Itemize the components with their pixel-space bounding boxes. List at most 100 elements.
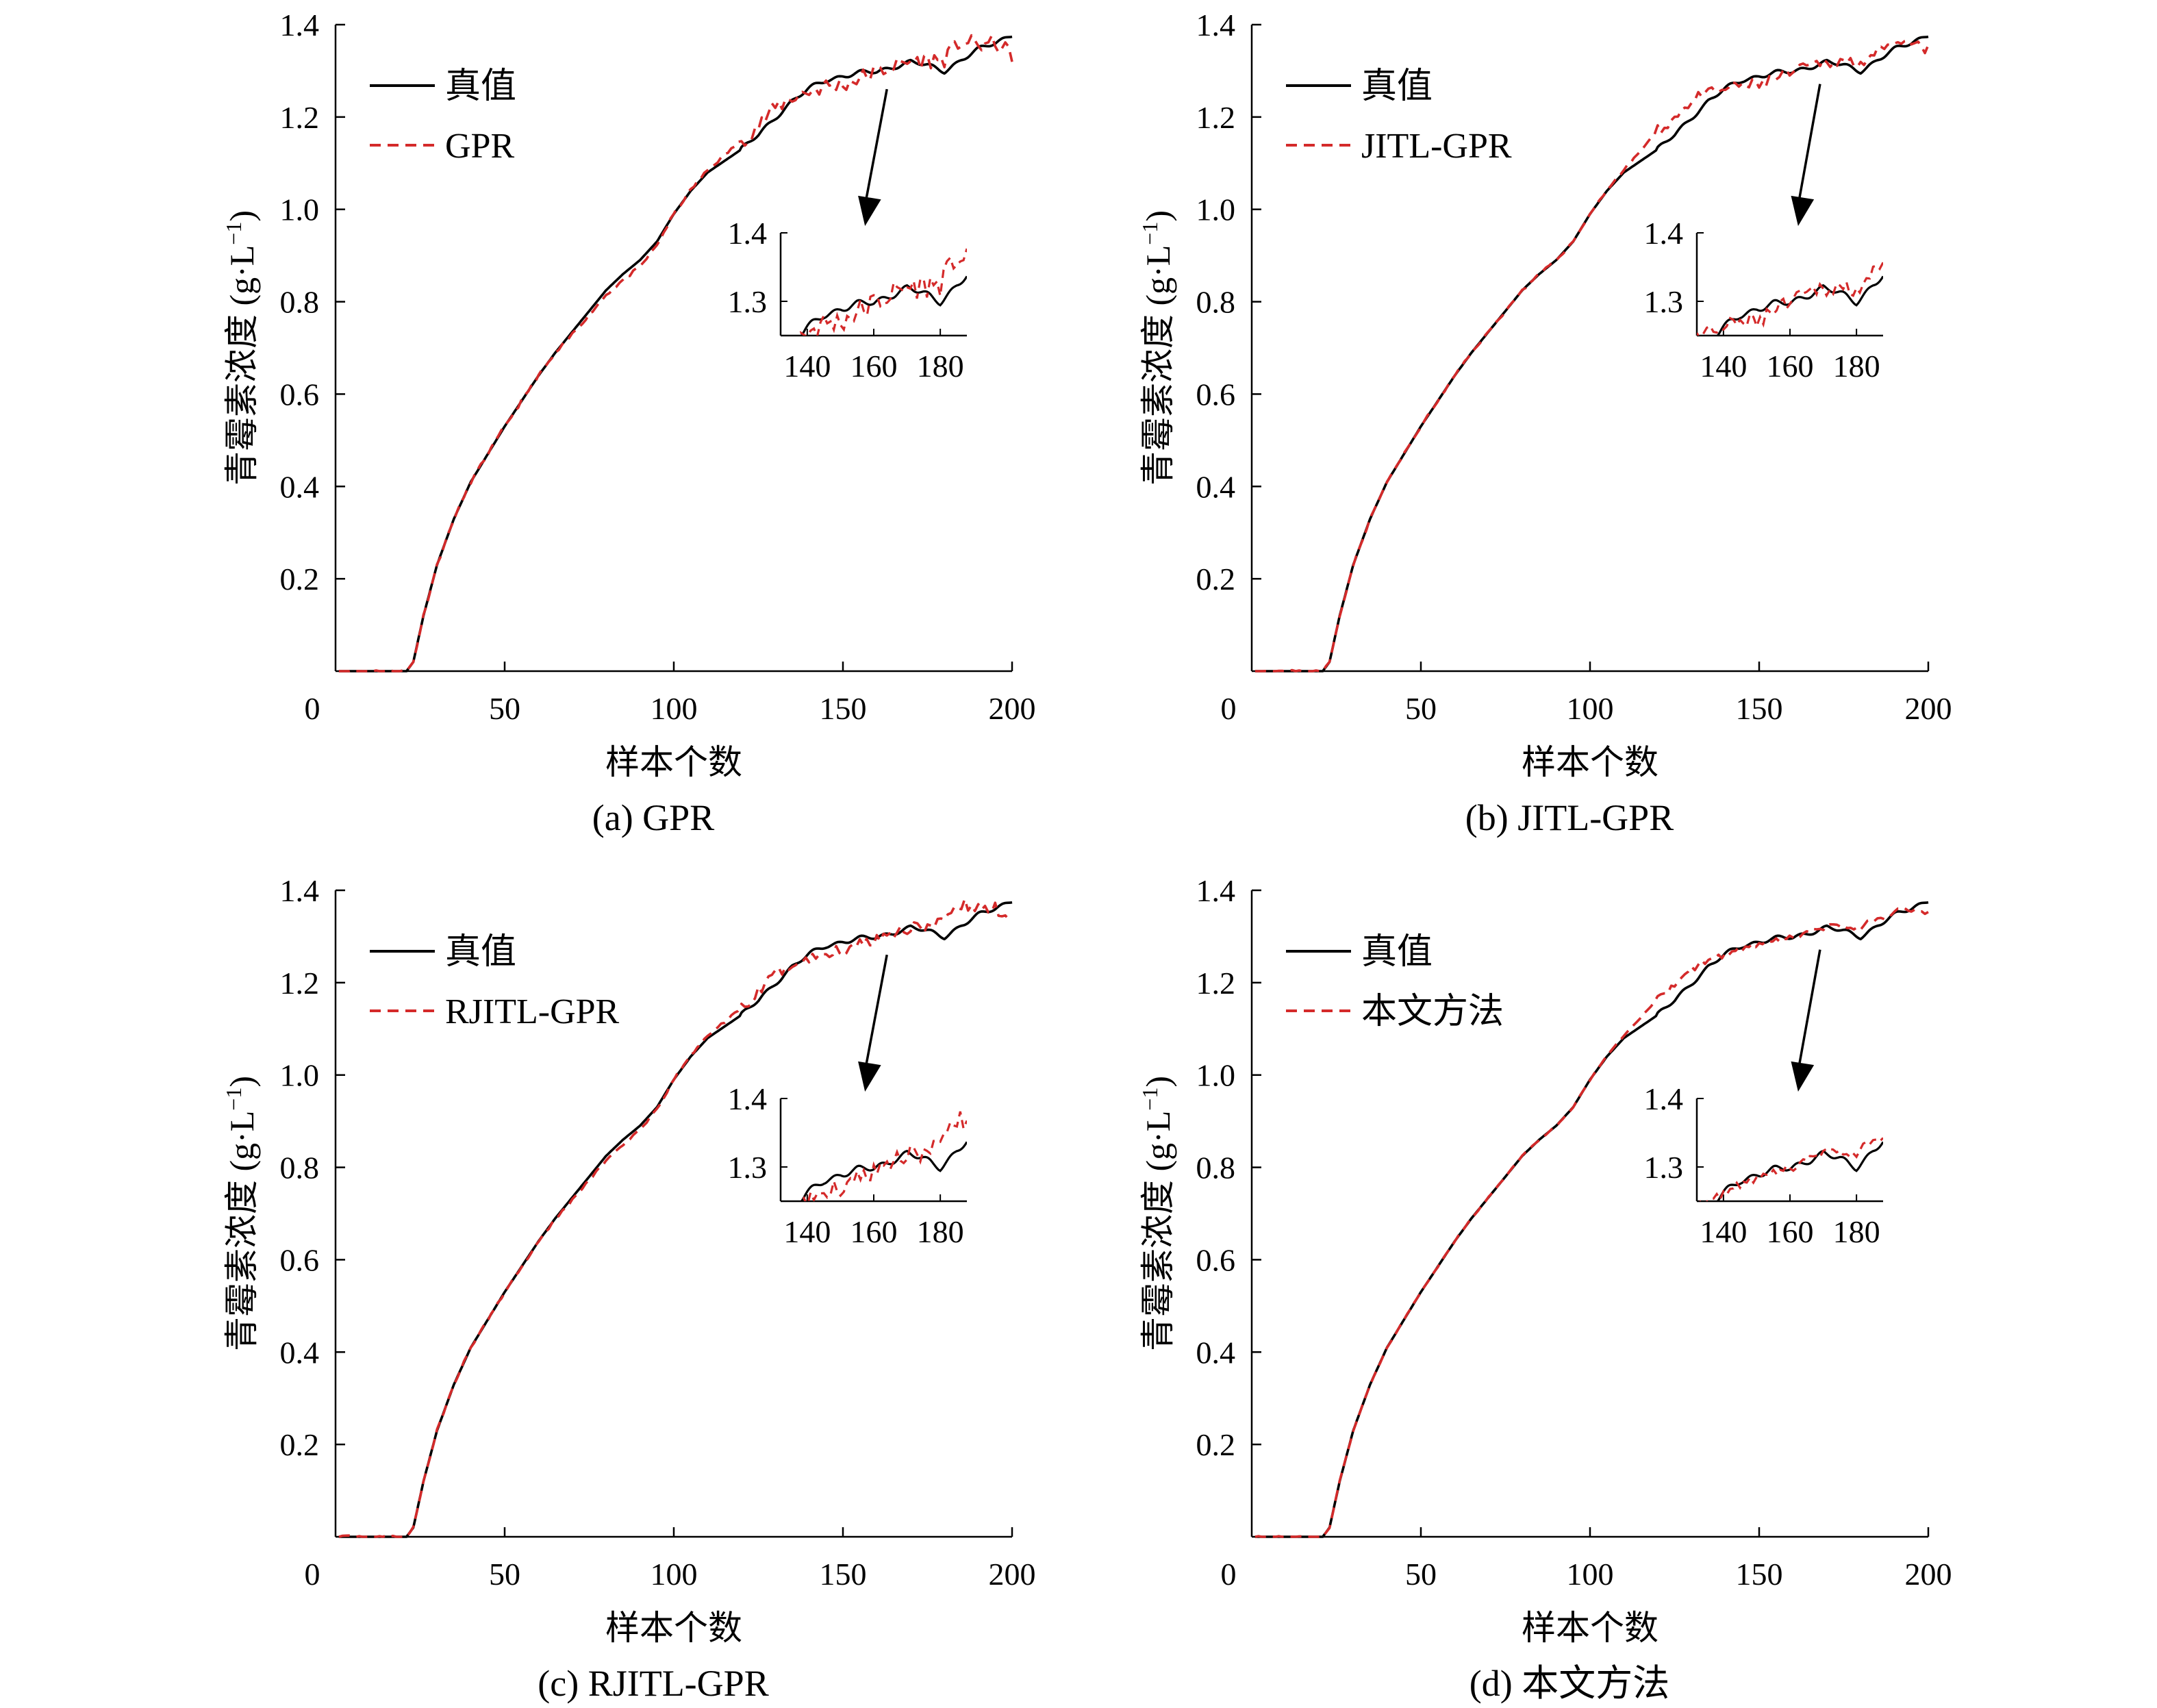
zoom-x-tick-label: 160 (850, 1214, 898, 1249)
zoom-y-tick-label: 1.3 (728, 284, 768, 319)
zoom-arrow-shaft (1797, 84, 1821, 206)
series-line-pred (1254, 39, 1930, 673)
zoom-inset: 140 160 180 1.3 1.4 (728, 216, 967, 384)
y-tick-label: 1.4 (280, 873, 320, 908)
x-tick-label: 0 (1221, 691, 1237, 726)
y-axis-label-sup: −1 (1137, 222, 1162, 245)
x-axis-label: 样本个数 (605, 743, 742, 781)
y-tick-label: 0.2 (1196, 562, 1236, 596)
y-axis-label-main: 青霉素浓度 (g·L (1139, 245, 1177, 486)
y-tick-label: 1.2 (1196, 966, 1236, 1001)
y-axis-label-sup: −1 (221, 1088, 246, 1111)
y-tick-label: 0.6 (1196, 377, 1236, 412)
zoom-x-tick-label: 160 (1767, 1214, 1814, 1249)
zoom-y-tick-label: 1.3 (1644, 1150, 1684, 1185)
zoom-x-tick-label: 180 (1833, 349, 1880, 384)
legend-label-pred: JITL-GPR (1361, 127, 1512, 166)
legend-label-pred: 本文方法 (1361, 992, 1504, 1031)
x-axis-label: 样本个数 (605, 1609, 742, 1647)
y-tick-label: 1.4 (1196, 8, 1236, 42)
x-tick-label: 200 (989, 691, 1036, 726)
series-line-true (1254, 901, 1929, 1538)
y-tick-label: 0.2 (1196, 1427, 1236, 1462)
y-tick-label: 0.8 (280, 1151, 320, 1185)
x-tick-label: 200 (1905, 1557, 1952, 1592)
x-tick-label: 0 (305, 1557, 320, 1592)
y-tick-label: 0.4 (280, 469, 320, 504)
zoom-x-tick-label: 160 (850, 349, 898, 384)
zoom-x-tick-label: 180 (917, 1214, 964, 1249)
x-tick-label: 150 (1736, 1557, 1783, 1592)
y-tick-label: 0.6 (280, 377, 320, 412)
panel-caption: (d) 本文方法 (1469, 1663, 1669, 1704)
y-tick-label: 0.6 (1196, 1242, 1236, 1277)
y-tick-label: 1.2 (280, 966, 320, 1001)
zoom-x-tick-label: 140 (1700, 349, 1747, 384)
y-tick-label: 0.8 (280, 285, 320, 320)
y-axis-label-close: ) (1139, 210, 1177, 222)
zoom-series-line-pred (1697, 262, 1883, 336)
y-axis-label-close: ) (1139, 1076, 1177, 1088)
zoom-y-tick-label: 1.4 (728, 1081, 768, 1116)
zoom-x-tick-label: 180 (1833, 1214, 1880, 1249)
zoom-inset-bg (781, 226, 967, 336)
zoom-inset: 140 160 180 1.3 1.4 (728, 1081, 967, 1249)
y-tick-label: 0.2 (280, 562, 320, 596)
x-tick-label: 200 (989, 1557, 1036, 1592)
x-tick-label: 100 (1567, 691, 1614, 726)
y-axis-label-main: 青霉素浓度 (g·L (1139, 1111, 1177, 1351)
zoom-arrow-head (1791, 1061, 1815, 1092)
zoom-x-tick-label: 140 (1700, 1214, 1747, 1249)
y-tick-label: 0.8 (1196, 285, 1236, 320)
zoom-inset-bg (781, 1092, 967, 1201)
zoom-series-line-true (800, 1141, 967, 1201)
zoom-x-tick-label: 140 (783, 349, 831, 384)
series-line-true (338, 35, 1013, 673)
zoom-inset: 140 160 180 1.3 1.4 (1644, 1081, 1883, 1249)
y-axis-label-main: 青霉素浓度 (g·L (223, 1111, 261, 1351)
zoom-arrow-shaft (1797, 949, 1821, 1072)
zoom-inset: 140 160 180 1.3 1.4 (1644, 216, 1883, 384)
y-axis-label: 青霉素浓度 (g·L−1) (1137, 210, 1177, 486)
y-tick-label: 0.2 (280, 1427, 320, 1462)
chart-panel-2: 0 50 100 150 200 0.2 0.4 0.6 0.8 1.0 1.2 1.4 样本个数 青霉素… (1137, 8, 1952, 838)
y-tick-label: 1.0 (280, 192, 320, 227)
x-tick-label: 50 (1405, 1557, 1437, 1592)
panel-caption: (b) JITL-GPR (1465, 797, 1674, 838)
panel-caption: (a) GPR (592, 797, 714, 838)
x-tick-label: 100 (1567, 1557, 1614, 1592)
y-tick-label: 0.4 (1196, 469, 1236, 504)
zoom-y-tick-label: 1.3 (728, 1150, 768, 1185)
zoom-y-tick-label: 1.4 (1644, 216, 1684, 251)
series-line-pred (338, 34, 1013, 673)
y-tick-label: 1.2 (280, 100, 320, 135)
x-axis-label: 样本个数 (1522, 1609, 1658, 1647)
zoom-arrow-head (858, 1061, 881, 1092)
y-tick-label: 1.4 (280, 8, 320, 42)
x-tick-label: 200 (1905, 691, 1952, 726)
x-tick-label: 150 (820, 691, 867, 726)
y-axis-label-sup: −1 (221, 222, 246, 245)
x-tick-label: 0 (305, 691, 320, 726)
chart-panel-1: 0 50 100 150 200 0.2 0.4 0.6 0.8 1.0 1.2 1.4 样本个数 青霉素… (221, 8, 1036, 838)
zoom-series-line-pred (797, 248, 967, 336)
series-line-true (338, 901, 1013, 1538)
x-tick-label: 100 (651, 691, 698, 726)
y-axis-label-main: 青霉素浓度 (g·L (223, 245, 261, 486)
y-tick-label: 1.0 (280, 1058, 320, 1093)
y-tick-label: 1.0 (1196, 192, 1236, 227)
panel-caption: (c) RJITL-GPR (538, 1663, 768, 1704)
series-line-true (1254, 35, 1929, 673)
zoom-x-tick-label: 180 (917, 349, 964, 384)
y-tick-label: 1.0 (1196, 1058, 1236, 1093)
y-tick-label: 0.4 (1196, 1335, 1236, 1370)
x-tick-label: 150 (1736, 691, 1783, 726)
zoom-x-tick-label: 140 (783, 1214, 831, 1249)
x-tick-label: 100 (651, 1557, 698, 1592)
y-tick-label: 0.8 (1196, 1151, 1236, 1185)
legend-label-true: 真值 (445, 67, 516, 106)
legend-label-true: 真值 (1361, 933, 1433, 972)
y-axis-label: 青霉素浓度 (g·L−1) (1137, 1076, 1177, 1351)
zoom-inset-bg (1697, 1092, 1883, 1201)
